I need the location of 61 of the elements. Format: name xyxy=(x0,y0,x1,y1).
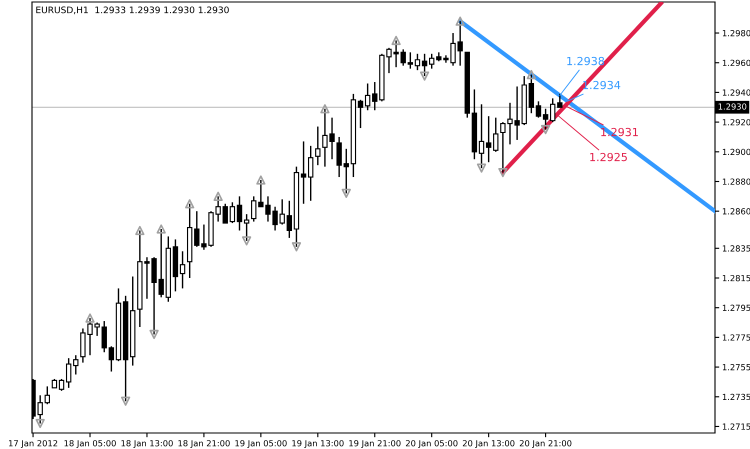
candlestick xyxy=(265,196,271,222)
point xyxy=(320,104,330,114)
point xyxy=(292,242,302,252)
candlestick xyxy=(478,104,484,169)
candlestick xyxy=(315,126,320,166)
y-tick-label: 1.2775 xyxy=(722,334,750,341)
point xyxy=(85,313,95,323)
point xyxy=(242,236,252,246)
candlestick xyxy=(457,20,463,66)
candlestick xyxy=(358,99,364,129)
candlestick xyxy=(180,250,186,290)
y-tick-label: 1.2715 xyxy=(722,423,750,430)
point xyxy=(256,175,266,185)
candlestick xyxy=(386,47,392,74)
point xyxy=(185,199,194,208)
candlestick xyxy=(500,121,506,174)
x-tick-label: 17 Jan 2012 xyxy=(9,440,58,448)
candlestick xyxy=(329,116,335,160)
candlestick xyxy=(236,196,242,232)
candlestick xyxy=(507,102,513,146)
point xyxy=(156,224,166,234)
y-tick-label: 1.2755 xyxy=(722,364,750,370)
point xyxy=(456,16,465,26)
point xyxy=(420,71,430,81)
candlestick xyxy=(322,108,328,168)
candlestick xyxy=(244,213,250,242)
point xyxy=(214,192,223,201)
x-tick-label: 18 Jan 05:00 xyxy=(64,440,116,448)
point xyxy=(135,226,144,236)
point xyxy=(540,124,550,134)
point xyxy=(342,188,351,198)
candlestick xyxy=(414,53,420,71)
x-tick-label: 19 Jan 21:00 xyxy=(349,440,401,448)
candlestick xyxy=(80,328,86,364)
candlestick xyxy=(144,256,150,300)
point xyxy=(120,396,130,406)
x-tick-label: 19 Jan 05:00 xyxy=(235,440,287,448)
point xyxy=(36,418,45,428)
y-tick-label: 1.2835 xyxy=(722,245,750,252)
chart-title: EURUSD,H1 1.2933 1.2939 1.2930 1.2930 xyxy=(36,6,229,14)
y-tick-label: 1.2735 xyxy=(722,394,750,400)
candlestick xyxy=(536,100,542,118)
x-tick-label: 18 Jan 13:00 xyxy=(121,440,173,448)
point xyxy=(476,163,486,173)
candlestick xyxy=(450,32,456,66)
point xyxy=(391,36,401,46)
x-tick-label: 20 Jan 13:00 xyxy=(462,440,514,448)
x-tick-label: 20 Jan 05:00 xyxy=(406,440,458,448)
annotation: 1.2925 xyxy=(590,152,627,162)
point xyxy=(498,168,508,178)
candlestick xyxy=(58,378,64,392)
x-tick-label: 20 Jan 21:00 xyxy=(520,440,572,448)
x-tick-label: 18 Jan 21:00 xyxy=(178,440,230,448)
point xyxy=(526,70,536,80)
point xyxy=(149,330,159,340)
y-tick-label: 1.2815 xyxy=(722,274,750,282)
y-tick-label: 1.2795 xyxy=(722,304,750,311)
annotation: 1.2938 xyxy=(567,56,604,66)
x-tick-label: 19 Jan 13:00 xyxy=(292,440,344,448)
candlestick xyxy=(87,317,93,356)
ref-line-label: 1.2930 xyxy=(718,103,746,110)
